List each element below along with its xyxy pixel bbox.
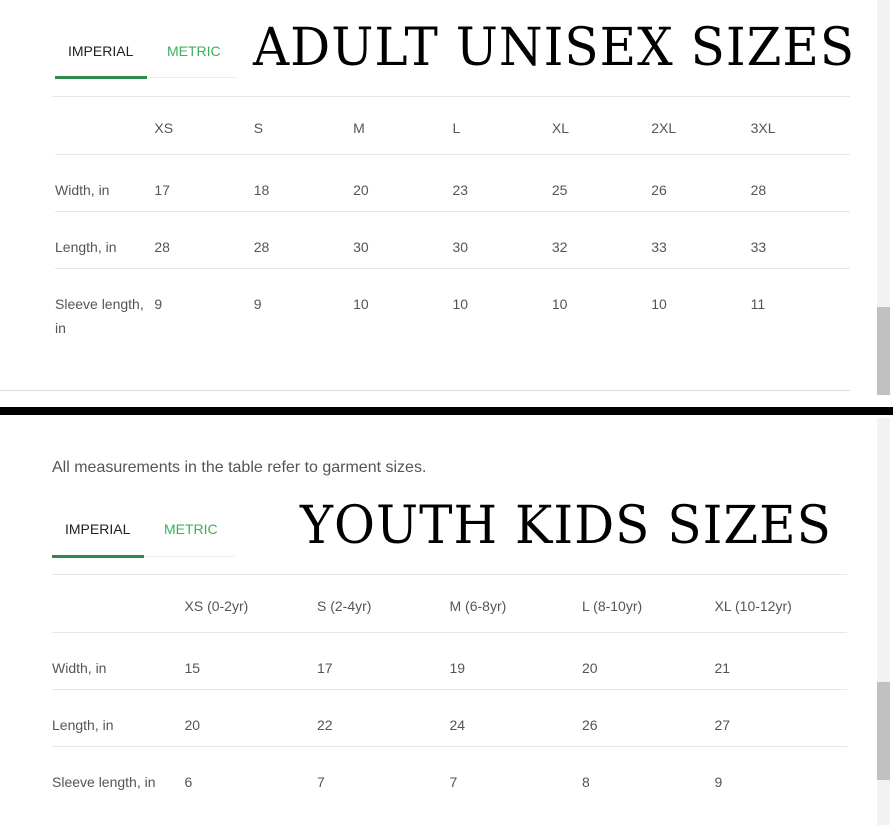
scrollbar-thumb[interactable] xyxy=(877,307,890,395)
table-cell: 24 xyxy=(449,716,466,733)
table-cell: 8 xyxy=(582,773,590,790)
table-row: Width, in 17 18 20 23 25 26 28 xyxy=(55,154,850,211)
table-cell: 28 xyxy=(750,181,767,198)
table-cell: 11 xyxy=(750,295,766,312)
column-header: M (6-8yr) xyxy=(449,598,507,614)
active-tab-indicator xyxy=(52,555,144,558)
scrollbar-track[interactable] xyxy=(877,418,890,825)
table-cell: 20 xyxy=(582,659,598,676)
adult-tab-imperial[interactable]: IMPERIAL xyxy=(68,43,134,59)
youth-tab-metric[interactable]: METRIC xyxy=(164,521,218,537)
table-row: Length, in 28 28 30 30 32 33 33 xyxy=(55,211,850,268)
table-cell: 26 xyxy=(582,716,598,733)
column-header: L xyxy=(452,120,461,136)
table-cell: 10 xyxy=(551,295,568,312)
row-label: Sleeve length, in xyxy=(55,295,144,336)
scrollbar-track[interactable] xyxy=(877,0,890,395)
table-cell: 25 xyxy=(551,181,568,198)
column-header: XS (0-2yr) xyxy=(184,598,249,614)
table-cell: 19 xyxy=(449,659,466,676)
adult-heading: ADULT UNISEX SIZES xyxy=(253,16,856,78)
row-label: Length, in xyxy=(52,716,114,733)
table-cell: 20 xyxy=(184,716,201,733)
column-header: L (8-10yr) xyxy=(582,598,643,614)
table-cell: 23 xyxy=(452,181,469,198)
table-cell: 33 xyxy=(750,238,767,255)
row-label: Sleeve length, in xyxy=(52,773,156,790)
table-cell: 6 xyxy=(184,773,193,790)
table-cell: 18 xyxy=(253,181,270,198)
table-cell: 22 xyxy=(317,716,333,733)
divider xyxy=(0,390,850,391)
table-cell: 9 xyxy=(154,295,163,312)
table-cell: 30 xyxy=(353,238,369,255)
adult-size-table: XS S M L XL 2XL 3XL Width, in 17 18 20 23 25 26 28 Leng… xyxy=(55,97,850,378)
column-header: S xyxy=(253,120,264,136)
table-cell: 20 xyxy=(353,181,369,198)
table-row: Width, in 15 17 19 20 21 xyxy=(52,632,847,689)
table-cell: 26 xyxy=(651,181,667,198)
table-cell: 9 xyxy=(714,773,723,790)
column-header: S (2-4yr) xyxy=(317,598,372,614)
table-cell: 10 xyxy=(353,295,369,312)
section-divider xyxy=(0,407,893,415)
divider xyxy=(52,96,850,97)
table-cell: 21 xyxy=(714,659,731,676)
column-header: XL (10-12yr) xyxy=(714,598,792,614)
table-cell: 17 xyxy=(317,659,333,676)
table-cell: 32 xyxy=(551,238,568,255)
table-cell: 7 xyxy=(317,773,325,790)
youth-size-table: XS (0-2yr) S (2-4yr) M (6-8yr) L (8-10yr) XL… xyxy=(52,575,847,803)
table-cell: 27 xyxy=(714,716,731,733)
column-header: XS xyxy=(154,120,174,136)
youth-heading: YOUTH KIDS SIZES xyxy=(300,494,832,556)
table-cell: 17 xyxy=(154,181,170,198)
scrollbar-thumb[interactable] xyxy=(877,682,890,780)
table-cell: 15 xyxy=(184,659,201,676)
table-cell: 28 xyxy=(253,238,270,255)
column-header: M xyxy=(353,120,365,136)
row-label: Width, in xyxy=(52,659,107,676)
column-header: XL xyxy=(551,120,569,136)
table-cell: 30 xyxy=(452,238,469,255)
row-label: Width, in xyxy=(55,181,110,198)
measurement-note: All measurements in the table refer to g… xyxy=(52,459,427,476)
table-cell: 7 xyxy=(449,773,458,790)
table-cell: 10 xyxy=(452,295,469,312)
youth-tab-imperial[interactable]: IMPERIAL xyxy=(65,521,131,537)
table-cell: 33 xyxy=(651,238,667,255)
row-label: Length, in xyxy=(55,238,117,255)
table-row: Length, in 20 22 24 26 27 xyxy=(52,689,847,746)
table-cell: 28 xyxy=(154,238,170,255)
active-tab-indicator xyxy=(55,76,147,79)
table-row: Sleeve length, in 6 7 7 8 9 xyxy=(52,746,847,803)
column-header: 3XL xyxy=(750,120,776,136)
divider xyxy=(52,574,847,575)
column-header: 2XL xyxy=(651,120,677,136)
adult-tab-metric[interactable]: METRIC xyxy=(167,43,221,59)
table-cell: 9 xyxy=(253,295,262,312)
table-row: Sleeve length, in 9 9 10 10 10 10 11 xyxy=(55,268,850,378)
table-cell: 10 xyxy=(651,295,667,312)
